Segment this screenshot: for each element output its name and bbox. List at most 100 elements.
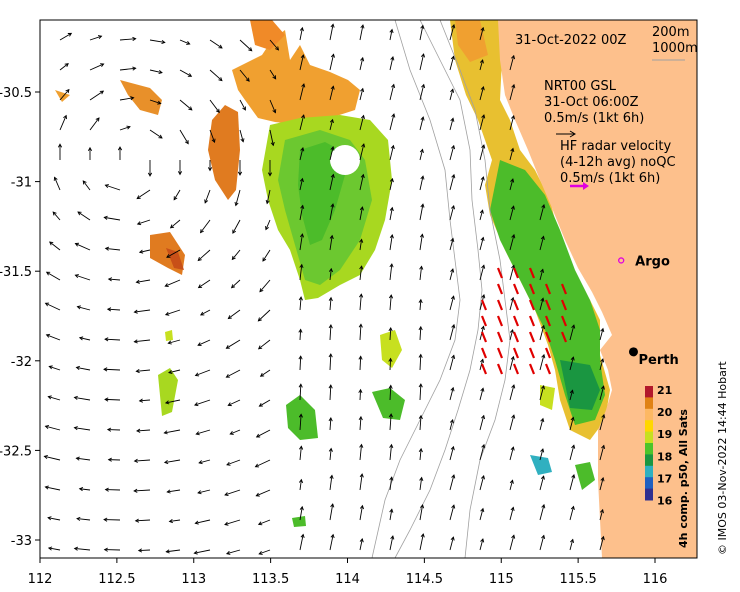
model-arrowhead <box>328 324 333 329</box>
model-arrow <box>76 457 91 461</box>
model-arrow <box>419 176 424 191</box>
model-arrow <box>299 297 302 311</box>
model-arrowhead <box>330 203 335 208</box>
model-arrowhead <box>265 199 270 205</box>
model-arrow <box>329 297 332 311</box>
model-arrow <box>569 417 574 431</box>
model-arrowhead <box>168 519 173 524</box>
model-arrowhead <box>167 340 172 345</box>
colorbar-tick-label: 21 <box>657 384 672 397</box>
colorbar-swatch <box>645 488 653 501</box>
model-arrow <box>389 358 392 371</box>
model-arrow <box>389 509 393 521</box>
model-arrowhead <box>95 117 100 122</box>
model-arrowhead <box>97 35 103 40</box>
model-arrowhead <box>49 241 54 246</box>
model-arrowhead <box>300 204 305 210</box>
model-arrow <box>105 398 121 401</box>
model-arrowhead <box>359 443 364 448</box>
model-arrow <box>419 149 423 161</box>
model-arrow <box>389 145 394 161</box>
model-arrowhead <box>599 508 604 514</box>
radar-arrow <box>480 363 488 375</box>
model-arrowhead <box>47 395 52 400</box>
model-arrowhead <box>258 402 263 407</box>
model-arrowhead <box>420 116 425 121</box>
model-arrow <box>539 535 545 551</box>
radar-arrow <box>528 283 536 295</box>
model-arrowhead <box>388 294 394 299</box>
model-arrowhead <box>267 172 273 177</box>
radar-arrow <box>512 283 520 295</box>
model-arrow <box>389 477 393 491</box>
model-arrowhead <box>328 384 333 389</box>
model-arrowhead <box>451 173 456 179</box>
model-arrowhead <box>73 426 78 431</box>
model-arrowhead <box>479 59 484 64</box>
model-arrow <box>359 505 363 521</box>
model-arrowhead <box>511 534 516 539</box>
model-arrow <box>149 39 165 43</box>
model-arrowhead <box>328 296 333 302</box>
model-arrowhead <box>218 44 223 49</box>
model-arrowhead <box>230 284 236 289</box>
model-arrow <box>59 89 70 101</box>
model-arrowhead <box>330 503 335 508</box>
model-arrow <box>49 365 61 371</box>
model-arrow <box>509 415 515 431</box>
model-arrow <box>299 205 304 221</box>
model-arrowhead <box>177 171 183 176</box>
model-arrow <box>569 539 574 551</box>
radar-arrow <box>544 299 552 311</box>
model-arrow <box>89 63 104 71</box>
model-arrowhead <box>186 41 191 45</box>
model-arrow <box>299 384 302 401</box>
model-arrow <box>449 446 454 461</box>
radar-arrow <box>496 363 504 375</box>
model-arrowhead <box>194 520 199 525</box>
model-arrow <box>136 429 151 432</box>
model-arrowhead <box>57 143 63 148</box>
model-arrowhead <box>135 368 140 374</box>
model-arrow <box>226 549 241 555</box>
radar-title: HF radar velocity <box>560 139 672 154</box>
colorbar-swatch <box>645 386 653 398</box>
radar-subtitle: (4-12h avg) noQC <box>560 155 676 170</box>
model-arrow <box>258 339 271 350</box>
model-arrowhead <box>540 235 545 240</box>
model-arrowhead <box>173 196 178 201</box>
model-arrow <box>75 243 91 251</box>
model-arrow <box>419 116 424 131</box>
model-arrowhead <box>450 268 455 273</box>
model-arrow <box>259 399 271 407</box>
model-arrowhead <box>330 173 335 179</box>
model-arrowhead <box>511 54 516 60</box>
model-arrowhead <box>388 327 393 332</box>
model-arrow <box>299 147 304 161</box>
radar-arrow <box>528 331 536 343</box>
colorbar-tick-label: 17 <box>657 472 672 485</box>
model-arrow <box>89 117 100 131</box>
model-arrowhead <box>225 550 231 555</box>
model-arrow <box>329 503 334 521</box>
model-arrow <box>539 204 545 221</box>
model-arrow <box>164 459 181 463</box>
model-arrow <box>509 384 515 401</box>
radar-arrow <box>528 347 536 359</box>
model-arrowhead <box>166 254 171 258</box>
model-arrowhead <box>421 83 426 89</box>
model-arrowhead <box>571 474 576 479</box>
radar-arrow <box>544 331 552 343</box>
model-arrowhead <box>135 279 140 284</box>
model-arrowhead <box>107 457 112 462</box>
model-arrow <box>329 324 332 341</box>
model-arrowhead <box>480 236 485 242</box>
model-arrowhead <box>45 271 51 276</box>
model-arrow <box>200 309 211 316</box>
model-arrow <box>419 326 422 341</box>
model-arrowhead <box>390 56 395 61</box>
model-arrowhead <box>248 47 253 52</box>
model-arrow <box>449 296 455 311</box>
model-arrowhead <box>104 246 110 251</box>
model-arrowhead <box>360 56 365 62</box>
